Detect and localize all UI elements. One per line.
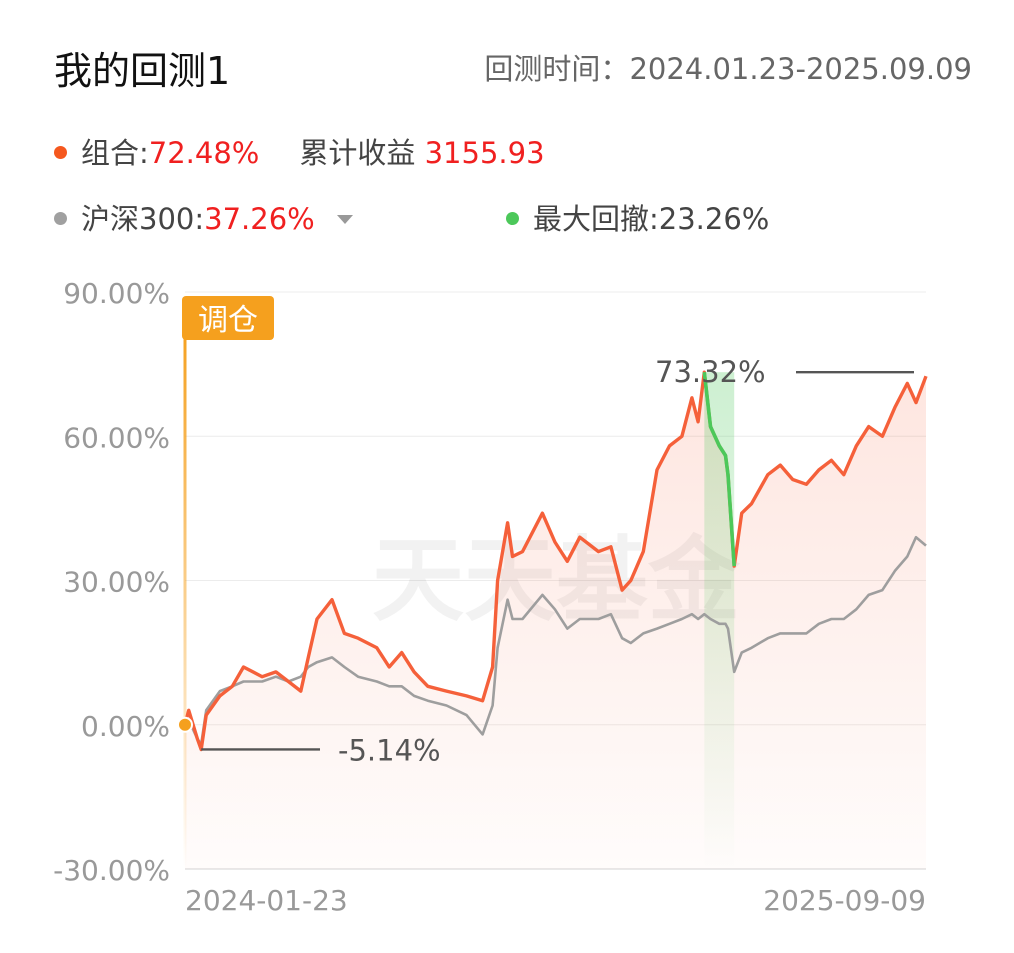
mdd-label: 最大回撤: [533,202,659,236]
y-tick-label: 0.00% [81,710,170,743]
benchmark-line [183,535,927,746]
page-title: 我的回测1 [54,49,231,93]
y-tick-label: -30.00% [53,854,170,887]
x-tick-label-start: 2024-01-23 [185,884,348,917]
min-label: -5.14% [338,733,441,767]
portfolio-area [185,372,926,869]
portfolio-label: 组合: [81,136,149,170]
period-value: 2024.01.23-2025.09.09 [629,52,972,86]
portfolio-return: 72.48% [148,136,260,170]
benchmark-return: 37.26% [204,202,315,236]
cum-label: 累计收益 [299,136,416,170]
cum-value: 3155.93 [424,136,545,170]
y-tick-label: 60.00% [63,421,170,454]
drawdown-dot-icon [506,211,519,225]
rebalance-line [183,326,187,869]
benchmark-dot-icon [54,211,67,225]
x-tick-label-end: 2025-09-09 [763,884,926,917]
portfolio-dot-icon [54,145,67,159]
y-tick-label: 30.00% [63,566,170,599]
benchmark-label: 沪深300: [81,202,205,236]
benchmark-dropdown-icon[interactable] [336,214,353,224]
drawdown-line [702,371,736,567]
y-tick-label: 90.00% [63,277,170,310]
rebalance-tag [182,296,274,340]
legend-portfolio: 组合:72.48% 累计收益 3155.93 [54,130,545,172]
drawdown-band [704,372,735,869]
max-label: 73.32% [655,355,766,389]
mdd-value: 23.26% [658,202,770,236]
legend-drawdown: 最大回撤:23.26% [506,196,769,238]
backtest-period: 回测时间：2024.01.23-2025.09.09 [484,46,972,88]
period-label: 回测时间： [484,52,630,86]
legend-benchmark[interactable]: 沪深300:37.26% [54,196,353,238]
rebalance-tag-label: 调仓 [198,303,258,338]
rebalance-point [177,716,193,733]
portfolio-line [183,370,928,752]
